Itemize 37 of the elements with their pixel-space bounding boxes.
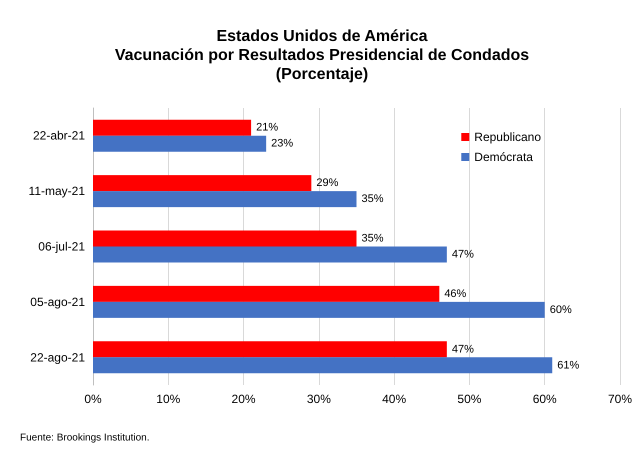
data-label: 35% xyxy=(362,232,384,244)
bar xyxy=(93,246,447,262)
x-tick-label: 20% xyxy=(232,392,256,406)
bar xyxy=(93,230,356,246)
data-label: 23% xyxy=(271,138,294,150)
bar xyxy=(93,341,447,358)
y-tick-label: 22-abr-21 xyxy=(32,128,86,143)
data-label: 60% xyxy=(550,304,572,316)
x-tick-label: 50% xyxy=(457,392,482,406)
source-note: Fuente: Brookings Institution. xyxy=(20,432,150,444)
x-tick-label: 40% xyxy=(382,392,406,406)
legend-label: Demócrata xyxy=(474,150,534,164)
data-label: 21% xyxy=(256,122,278,134)
x-tick-label: 10% xyxy=(156,392,181,406)
data-label: 61% xyxy=(557,359,580,372)
y-tick-label: 05-ago-21 xyxy=(30,294,86,309)
x-tick-label: 30% xyxy=(306,392,332,406)
x-tick-label: 0% xyxy=(84,392,102,406)
legend-label: Republicano xyxy=(474,130,542,144)
bar xyxy=(93,357,552,374)
chart-title: Estados Unidos de América Vacunación por Resultados Presidencial de Condados (Porcentaje) xyxy=(114,28,530,83)
data-label: 47% xyxy=(452,343,474,356)
data-label: 29% xyxy=(316,177,339,190)
y-tick-label: 06-jul-21 xyxy=(38,240,86,254)
bar xyxy=(93,175,312,192)
x-tick-label: 60% xyxy=(532,392,558,406)
x-tick-label: 70% xyxy=(608,392,632,406)
bar xyxy=(93,120,252,136)
data-label: 47% xyxy=(452,248,474,260)
bar xyxy=(93,302,545,318)
data-label: 35% xyxy=(362,193,384,206)
data-label: 46% xyxy=(444,288,467,300)
bar xyxy=(93,136,266,152)
y-tick-label: 22-ago-21 xyxy=(30,350,86,364)
bar xyxy=(93,286,440,302)
bar xyxy=(93,191,356,208)
y-tick-label: 11-may-21 xyxy=(28,184,86,198)
